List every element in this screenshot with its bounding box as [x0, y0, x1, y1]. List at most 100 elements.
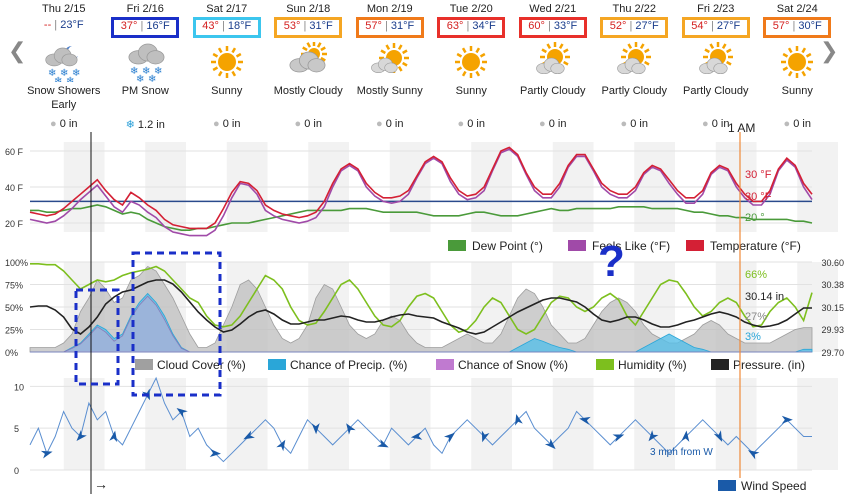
cursor-time-label: 1 AM — [728, 121, 756, 135]
condition-label: Partly Cloudy — [683, 85, 749, 97]
svg-text:❄: ❄ — [66, 76, 74, 82]
drop-icon: ● — [620, 118, 631, 130]
temp-tick-label: 40 F — [5, 183, 24, 193]
day-date: Sat 2/24 — [776, 3, 818, 15]
day-column[interactable]: Sun 2/18 53° | 31°F — [268, 3, 348, 38]
night-band — [308, 378, 349, 470]
condition-label: Partly Cloudy — [520, 85, 586, 97]
low-temp: 18°F — [227, 20, 252, 32]
wind-night-bands — [63, 378, 838, 470]
sun-icon — [210, 46, 243, 78]
wind-tick-label: 10 — [14, 382, 24, 392]
precip-value: 0 in — [59, 118, 78, 130]
high-temp: 52° — [609, 20, 627, 32]
wind-direction-arrow — [781, 415, 793, 424]
precip-value: 1.2 in — [137, 119, 165, 131]
wind-direction-arrow — [544, 438, 556, 450]
partly-cloudy-icon — [535, 42, 570, 75]
footer-arrow[interactable]: → — [94, 476, 108, 492]
wind-direction-arrow — [515, 413, 523, 426]
svg-text:❄: ❄ — [154, 66, 162, 77]
svg-text:❄: ❄ — [130, 66, 138, 77]
condition-label: Sunny — [211, 85, 243, 97]
legend-label: Humidity (%) — [618, 358, 687, 372]
night-band — [471, 378, 512, 470]
highlight-box-large — [131, 251, 222, 397]
night-band — [145, 378, 186, 470]
precip-amount: ● 0 in — [24, 118, 104, 130]
legend-label: Temperature (°F) — [710, 239, 801, 253]
sun-icon — [455, 46, 488, 78]
legend-swatch — [711, 359, 729, 370]
day-column[interactable]: Sat 2/24 57° | 30°F — [757, 3, 837, 38]
high-temp: 60° — [528, 20, 545, 32]
precip-amount: ● 0 in — [594, 118, 674, 130]
next-arrow-icon[interactable]: ❯ — [820, 38, 839, 63]
partly-cloudy-icon — [617, 42, 652, 75]
night-band — [797, 378, 838, 470]
day-column[interactable]: Wed 2/21 60° | 33°F — [513, 3, 593, 38]
low-temp: 34°F — [472, 20, 496, 32]
condition-label: Sunny — [781, 85, 813, 97]
wind-direction-arrow — [481, 430, 490, 443]
wind-direction-arrow — [713, 430, 723, 442]
precip-value: 0 in — [467, 118, 485, 130]
condition-label: Mostly Sunny — [356, 85, 423, 97]
precip-amount: ● 0 in — [676, 118, 756, 130]
sky-tick-label: 25% — [5, 326, 23, 336]
night-band — [552, 378, 594, 470]
prev-arrow-icon[interactable]: ❮ — [8, 38, 27, 63]
condition-label: Sunny — [455, 85, 487, 97]
precip-amount: ❄ 1.2 in — [105, 118, 185, 131]
humidity-readout: 66% — [745, 269, 767, 281]
low-temp: 27°F — [635, 20, 659, 32]
temp-series-line — [29, 146, 813, 230]
day-date: Fri 2/16 — [126, 3, 164, 15]
precip-value: 0 in — [385, 118, 404, 130]
day-column[interactable]: Tue 2/20 63° | 34°F — [431, 3, 511, 38]
wind-direction-arrow — [243, 430, 255, 440]
low-temp: 31°F — [390, 20, 415, 32]
svg-text:❄: ❄ — [54, 76, 62, 82]
high-temp: 43° — [202, 20, 219, 32]
drop-icon: ● — [376, 118, 386, 130]
day-column[interactable]: Fri 2/23 54° | 27°F — [676, 3, 756, 38]
temp-separator: | — [381, 20, 391, 32]
day-column[interactable]: Mon 2/19 57° | 31°F — [350, 3, 430, 38]
temp-series-line — [29, 148, 813, 237]
legend-label: Feels Like (°F) — [592, 239, 670, 253]
day-column[interactable]: Fri 2/16 37° | 16°F — [105, 3, 185, 38]
precip-amount: ● 0 in — [513, 118, 593, 130]
condition-label: Mostly Cloudy — [273, 85, 343, 97]
precip-amount: ● 0 in — [757, 118, 837, 130]
temp-tick-label: 60 F — [5, 147, 24, 157]
sky-tick-label: 100% — [5, 258, 28, 268]
wind-direction-arrow — [377, 439, 389, 448]
day-column[interactable]: Sat 2/17 43° | 18°F — [187, 3, 267, 38]
day-temp-range: 63° | 34°F — [437, 17, 506, 38]
pressure-tick-label: 29.70 — [821, 348, 844, 358]
snowflake-icon: ❄ — [125, 119, 138, 131]
legend-swatch — [436, 359, 454, 370]
precip-value: 0 in — [711, 118, 730, 130]
precip-amount: ● 0 in — [268, 118, 348, 130]
condition-label: PM Snow — [121, 85, 169, 97]
wind-direction-arrow — [410, 431, 423, 440]
pressure-line — [29, 279, 812, 335]
temp-series-line — [30, 204, 813, 231]
legend-label: Wind Speed — [741, 479, 806, 493]
precip-amount: ● 0 in — [431, 118, 511, 130]
drop-icon: ● — [457, 118, 468, 130]
temp-separator: | — [544, 20, 554, 32]
svg-text:❄: ❄ — [72, 68, 80, 79]
day-column[interactable]: Thu 2/22 52° | 27°F — [594, 3, 674, 38]
day-column[interactable]: Thu 2/15 -- | 23°F — [24, 3, 104, 33]
night-band — [634, 378, 675, 470]
low-temp: 33°F — [553, 20, 578, 32]
legend-swatch — [596, 359, 614, 370]
precip-value: 0 in — [548, 118, 567, 130]
day-temp-range: 37° | 16°F — [111, 17, 180, 38]
day-date: Sat 2/17 — [206, 3, 248, 15]
legend-swatch — [718, 480, 736, 491]
